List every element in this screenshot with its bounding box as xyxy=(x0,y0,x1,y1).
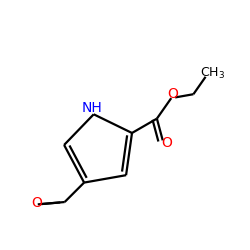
Text: O: O xyxy=(167,87,178,101)
Text: O: O xyxy=(161,136,172,150)
Text: NH: NH xyxy=(82,101,103,115)
Text: CH$_3$: CH$_3$ xyxy=(200,66,225,81)
Text: O: O xyxy=(31,196,42,210)
